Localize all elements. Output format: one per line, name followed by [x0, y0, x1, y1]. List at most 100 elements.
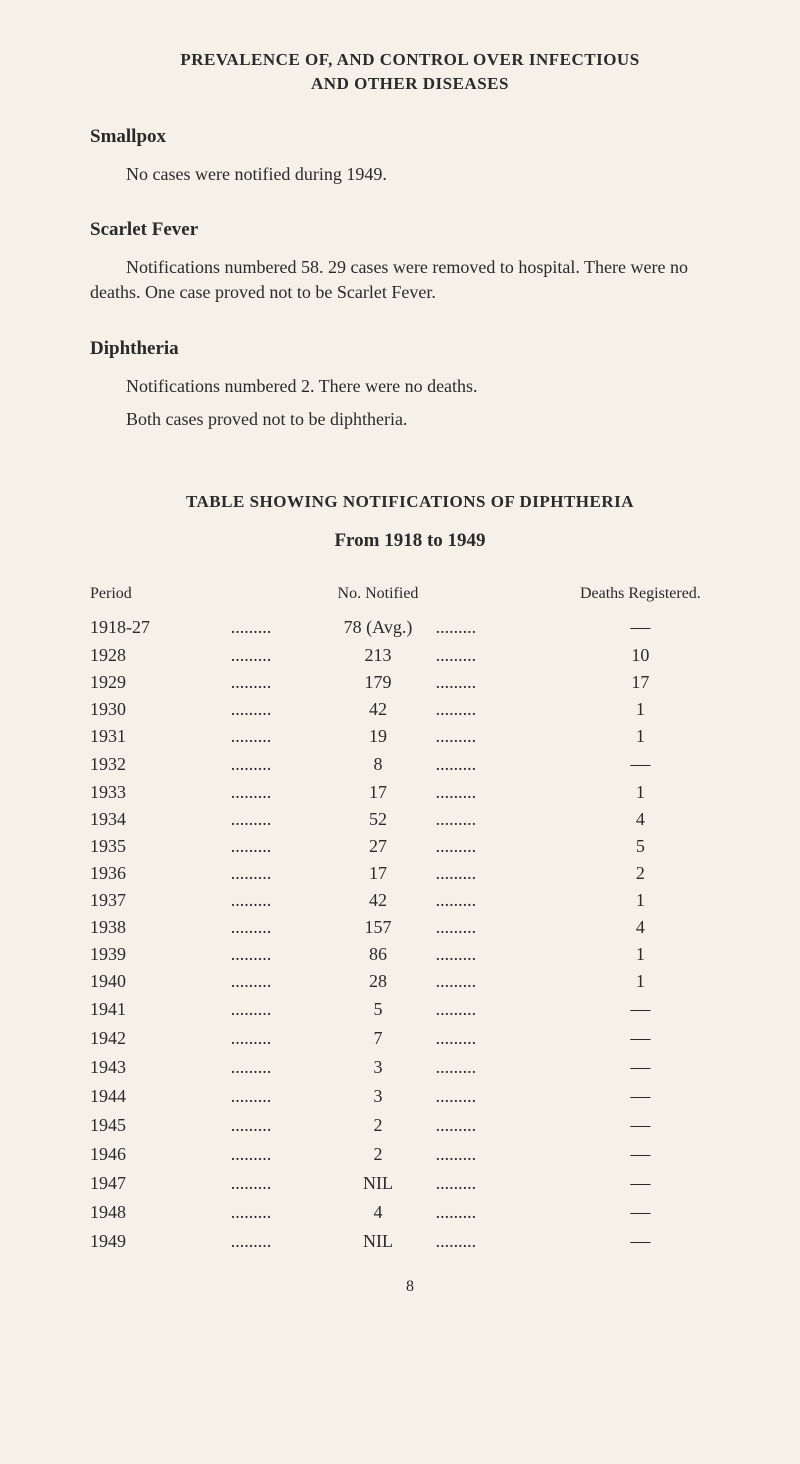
cell-notified: 213: [320, 642, 435, 669]
table-row: 1946.........2.........—: [90, 1140, 730, 1169]
cell-dots: .........: [231, 1082, 321, 1111]
cell-period: 1936: [90, 860, 231, 887]
cell-deaths: —: [551, 1024, 730, 1053]
cell-deaths: —: [551, 1053, 730, 1082]
cell-dots: .........: [436, 806, 551, 833]
cell-dots: .........: [436, 696, 551, 723]
cell-period: 1943: [90, 1053, 231, 1082]
cell-dots: .........: [436, 669, 551, 696]
cell-period: 1931: [90, 723, 231, 750]
cell-dots: .........: [231, 1169, 321, 1198]
cell-period: 1940: [90, 968, 231, 995]
cell-period: 1935: [90, 833, 231, 860]
cell-notified: 8: [320, 750, 435, 779]
cell-deaths: 1: [551, 968, 730, 995]
cell-dots: .........: [436, 613, 551, 642]
table-row: 1948.........4.........—: [90, 1198, 730, 1227]
table-row: 1932.........8.........—: [90, 750, 730, 779]
cell-dots: .........: [231, 613, 321, 642]
cell-deaths: 17: [551, 669, 730, 696]
cell-dots: .........: [436, 723, 551, 750]
cell-dots: .........: [436, 887, 551, 914]
cell-dots: .........: [231, 642, 321, 669]
table-subheading: From 1918 to 1949: [90, 530, 730, 552]
cell-period: 1932: [90, 750, 231, 779]
table-row: 1936.........17.........2: [90, 860, 730, 887]
header-period: Period: [90, 582, 231, 613]
cell-period: 1918-27: [90, 613, 231, 642]
table-row: 1949.........NIL.........—: [90, 1227, 730, 1256]
section-scarlet-title: Scarlet Fever: [90, 219, 730, 241]
cell-dots: .........: [231, 1140, 321, 1169]
cell-dots: .........: [436, 1169, 551, 1198]
diphtheria-table: Period No. Notified Deaths Registered. 1…: [90, 582, 730, 1256]
cell-notified: 42: [320, 887, 435, 914]
cell-dots: .........: [231, 1227, 321, 1256]
cell-notified: 2: [320, 1111, 435, 1140]
table-row: 1934.........52.........4: [90, 806, 730, 833]
cell-notified: NIL: [320, 1169, 435, 1198]
cell-dots: .........: [436, 642, 551, 669]
cell-dots: .........: [231, 1053, 321, 1082]
cell-deaths: 1: [551, 779, 730, 806]
cell-deaths: —: [551, 750, 730, 779]
document-page: PREVALENCE OF, AND CONTROL OVER INFECTIO…: [0, 0, 800, 1326]
cell-dots: .........: [436, 833, 551, 860]
table-row: 1928.........213.........10: [90, 642, 730, 669]
cell-notified: 7: [320, 1024, 435, 1053]
cell-dots: .........: [231, 995, 321, 1024]
cell-period: 1939: [90, 941, 231, 968]
cell-deaths: 1: [551, 696, 730, 723]
section-scarlet-text: Notifications numbered 58. 29 cases were…: [90, 255, 730, 305]
cell-deaths: 4: [551, 806, 730, 833]
table-row: 1930.........42.........1: [90, 696, 730, 723]
cell-period: 1938: [90, 914, 231, 941]
cell-period: 1944: [90, 1082, 231, 1111]
cell-dots: .........: [231, 669, 321, 696]
cell-period: 1941: [90, 995, 231, 1024]
table-row: 1937.........42.........1: [90, 887, 730, 914]
main-heading-line2: AND OTHER DISEASES: [90, 74, 730, 94]
cell-period: 1928: [90, 642, 231, 669]
cell-dots: .........: [436, 1198, 551, 1227]
cell-deaths: —: [551, 1082, 730, 1111]
table-body: 1918-27.........78 (Avg.).........—1928.…: [90, 613, 730, 1256]
table-row: 1943.........3.........—: [90, 1053, 730, 1082]
cell-notified: 2: [320, 1140, 435, 1169]
cell-notified: 28: [320, 968, 435, 995]
cell-dots: .........: [231, 968, 321, 995]
cell-dots: .........: [436, 995, 551, 1024]
cell-dots: .........: [436, 941, 551, 968]
cell-deaths: 2: [551, 860, 730, 887]
table-row: 1941.........5.........—: [90, 995, 730, 1024]
cell-deaths: 1: [551, 723, 730, 750]
cell-dots: .........: [436, 968, 551, 995]
table-row: 1933.........17.........1: [90, 779, 730, 806]
table-row: 1929.........179.........17: [90, 669, 730, 696]
cell-notified: 4: [320, 1198, 435, 1227]
header-spacer1: [231, 582, 321, 613]
cell-notified: 17: [320, 779, 435, 806]
cell-dots: .........: [231, 779, 321, 806]
cell-deaths: —: [551, 1169, 730, 1198]
cell-deaths: 1: [551, 941, 730, 968]
cell-notified: 3: [320, 1053, 435, 1082]
cell-dots: .........: [231, 696, 321, 723]
cell-period: 1942: [90, 1024, 231, 1053]
cell-dots: .........: [231, 723, 321, 750]
cell-dots: .........: [436, 750, 551, 779]
header-deaths: Deaths Registered.: [551, 582, 730, 613]
cell-period: 1948: [90, 1198, 231, 1227]
cell-dots: .........: [231, 1111, 321, 1140]
table-row: 1942.........7.........—: [90, 1024, 730, 1053]
page-number: 8: [90, 1278, 730, 1296]
table-row: 1931.........19.........1: [90, 723, 730, 750]
cell-dots: .........: [436, 1024, 551, 1053]
cell-deaths: 4: [551, 914, 730, 941]
table-heading: TABLE SHOWING NOTIFICATIONS OF DIPHTHERI…: [90, 492, 730, 512]
cell-dots: .........: [231, 941, 321, 968]
cell-notified: 3: [320, 1082, 435, 1111]
cell-dots: .........: [231, 806, 321, 833]
main-heading-line1: PREVALENCE OF, AND CONTROL OVER INFECTIO…: [90, 50, 730, 70]
cell-deaths: —: [551, 995, 730, 1024]
